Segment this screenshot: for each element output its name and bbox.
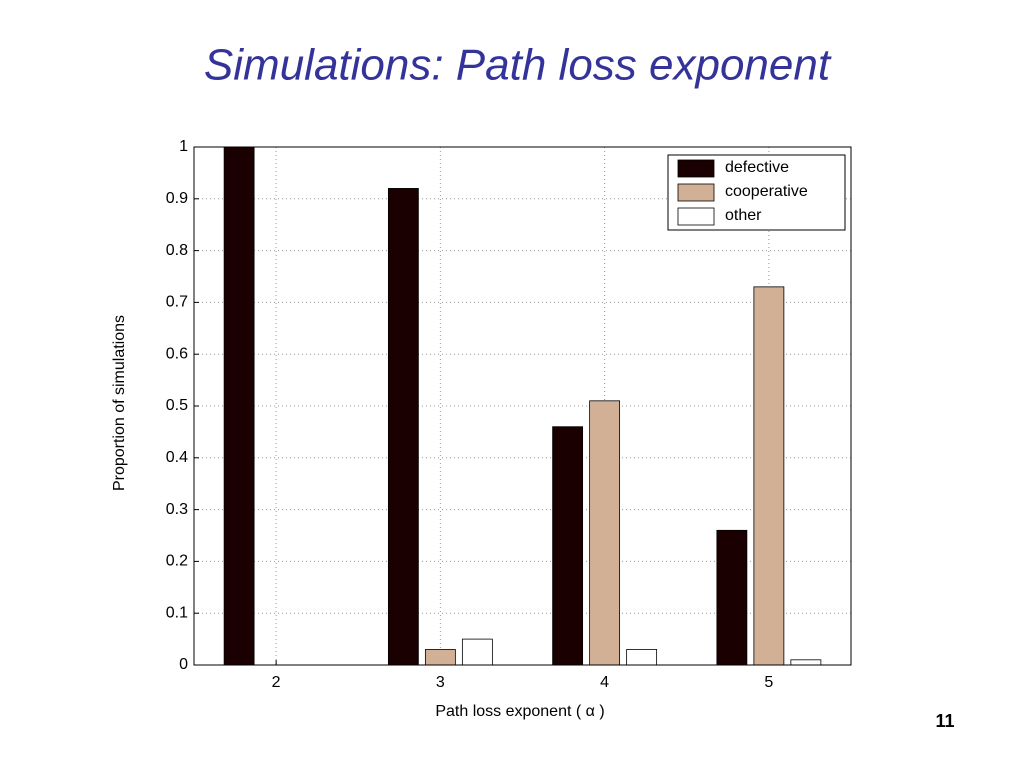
x-tick-label: 4 xyxy=(600,674,609,691)
bar xyxy=(552,426,584,666)
bar xyxy=(387,188,419,666)
x-tick-label: 3 xyxy=(436,674,445,691)
y-tick-label: 0.8 xyxy=(166,242,188,259)
x-tick-label: 2 xyxy=(272,674,281,691)
y-tick-label: 0.5 xyxy=(166,397,188,414)
bar xyxy=(626,649,658,666)
slide-title: Simulations: Path loss exponent xyxy=(204,41,832,90)
x-axis-label: Path loss exponent ( α ) xyxy=(435,703,604,720)
x-tick-label: 5 xyxy=(764,674,773,691)
y-tick-label: 0.7 xyxy=(166,294,188,311)
legend-label: cooperative xyxy=(725,183,808,200)
page-number: 11 xyxy=(935,711,954,731)
y-axis-label: Proportion of simulations xyxy=(111,315,128,491)
y-tick-label: 0.3 xyxy=(166,501,188,518)
legend-swatch xyxy=(677,183,715,202)
y-tick-label: 0.2 xyxy=(166,553,188,570)
y-tick-label: 0.1 xyxy=(166,604,188,621)
bar xyxy=(461,638,493,666)
y-tick-label: 0.4 xyxy=(166,449,188,466)
bar xyxy=(753,286,785,666)
y-tick-label: 1 xyxy=(179,138,188,155)
y-tick-label: 0.6 xyxy=(166,345,188,362)
legend-swatch xyxy=(677,207,715,226)
bar xyxy=(790,659,822,666)
legend-swatch xyxy=(677,159,715,178)
legend-label: other xyxy=(725,207,762,224)
bar xyxy=(716,529,748,666)
bar xyxy=(223,146,255,666)
y-tick-label: 0 xyxy=(179,656,188,673)
plot-frame xyxy=(193,146,852,666)
legend-label: defective xyxy=(725,159,789,176)
y-tick-label: 0.9 xyxy=(166,190,188,207)
bar xyxy=(424,649,456,666)
bar xyxy=(589,400,621,666)
